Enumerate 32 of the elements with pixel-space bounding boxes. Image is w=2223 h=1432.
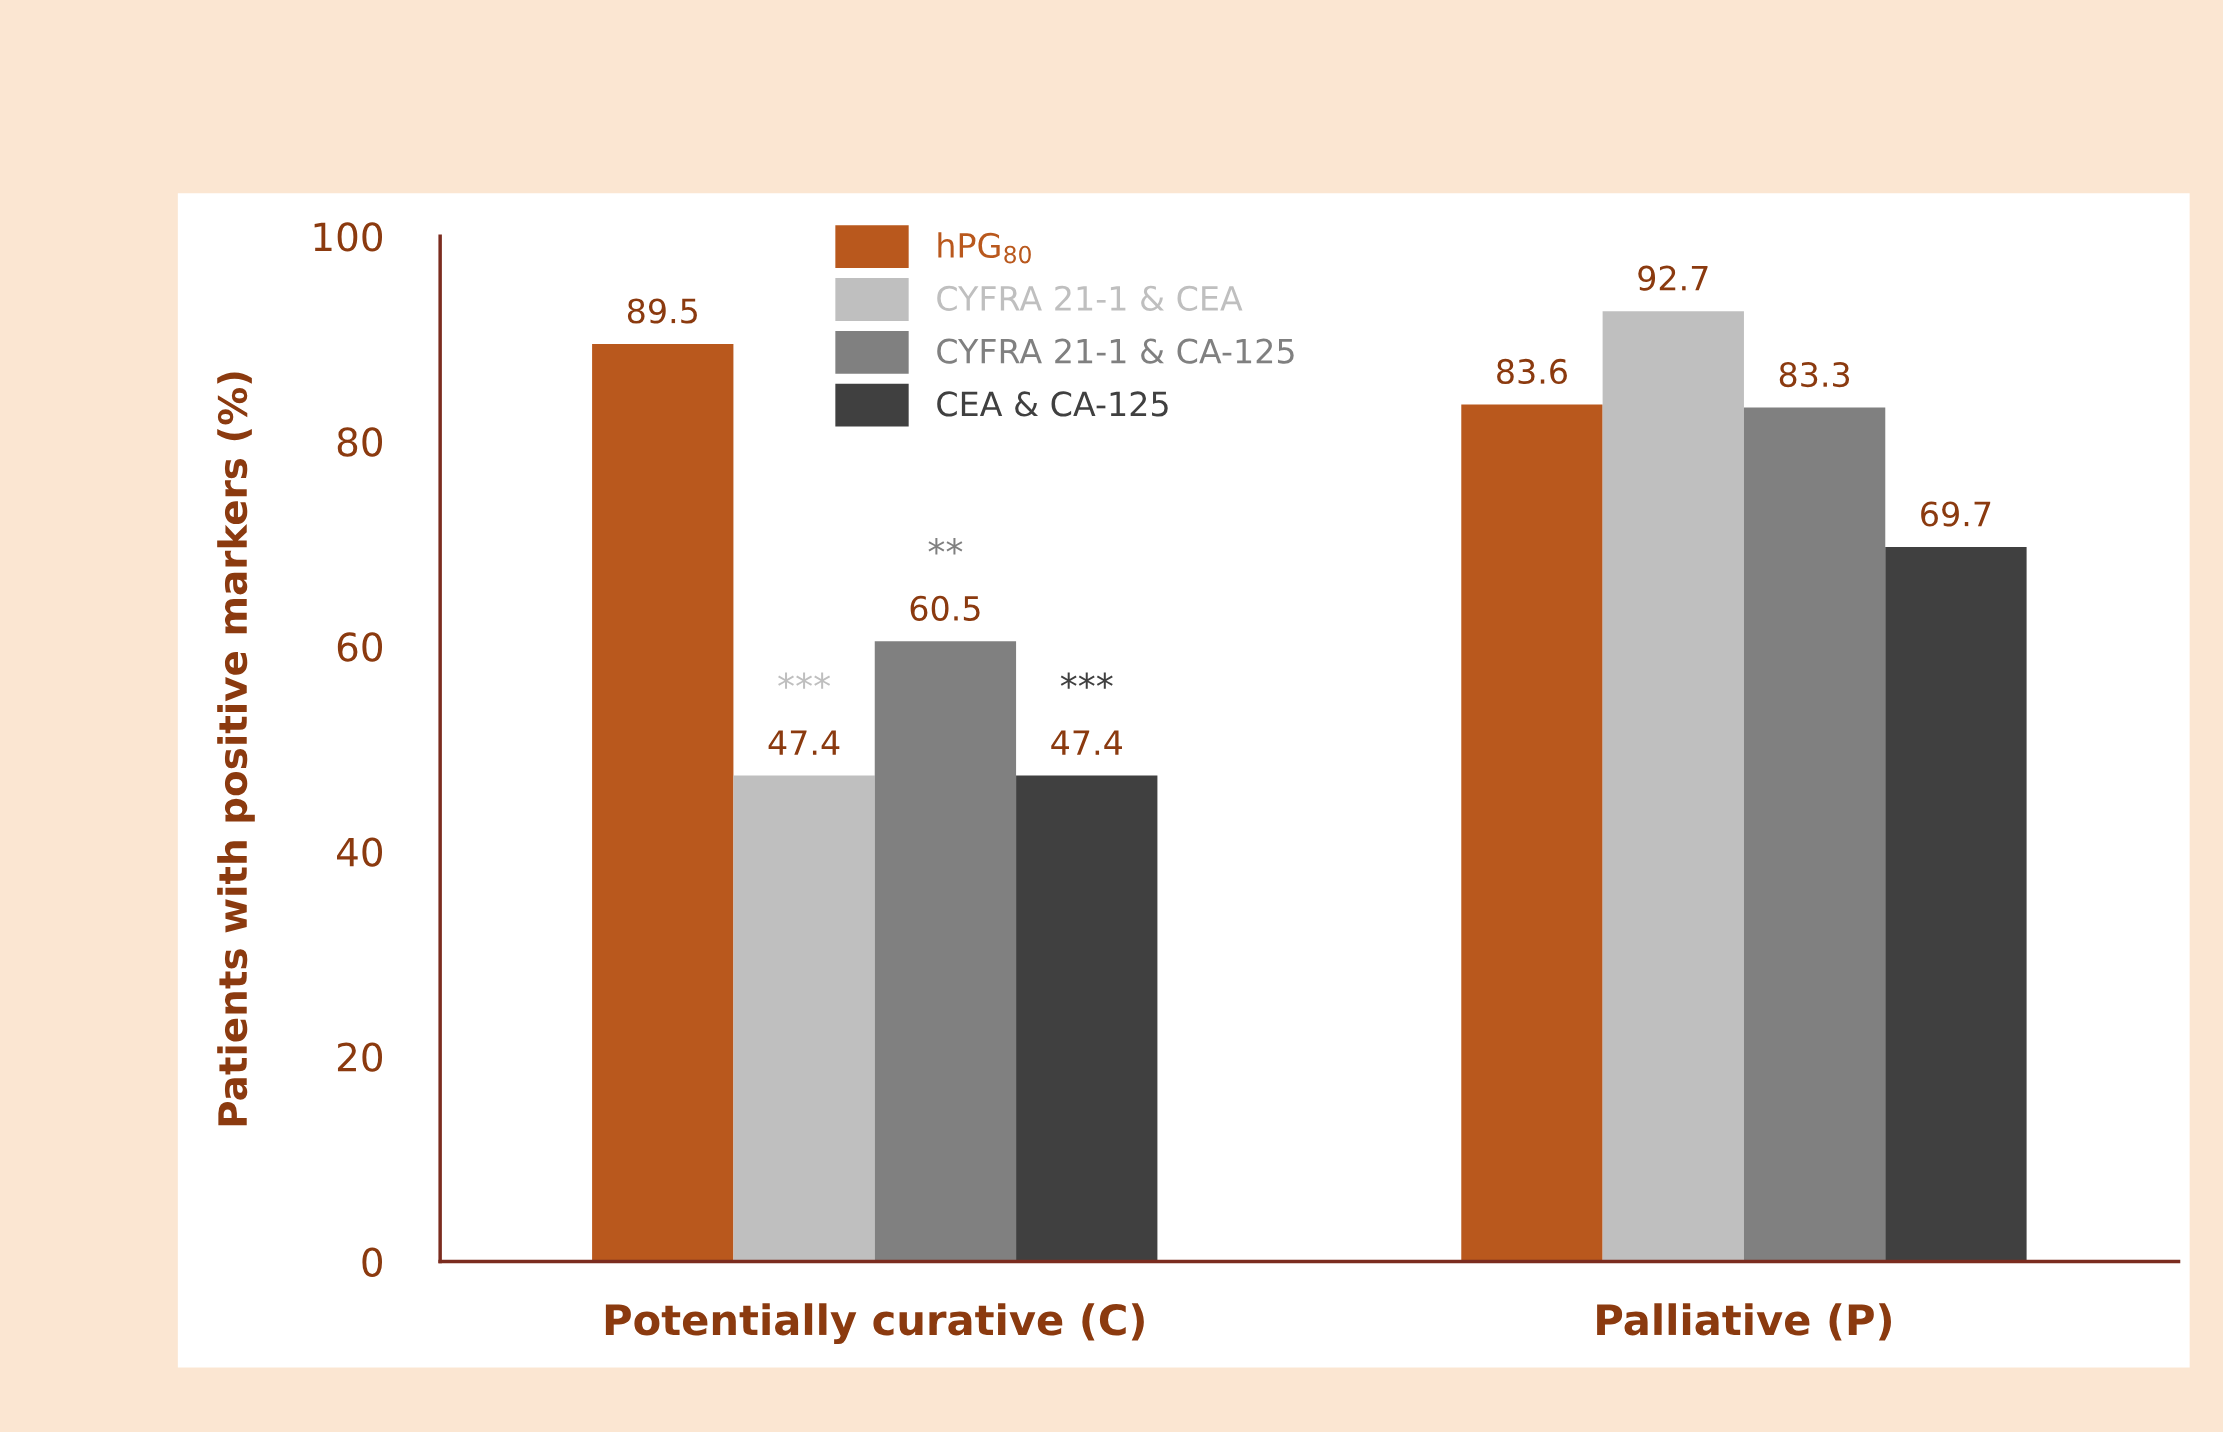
bar xyxy=(1743,407,1886,1262)
legend-label: CYFRA 21-1 & CA-125 xyxy=(937,338,1294,364)
legend-label: CEA & CA-125 xyxy=(937,391,1168,417)
data-label: 69.7 xyxy=(1921,501,1991,527)
bar xyxy=(1885,546,2027,1262)
data-label: 83.3 xyxy=(1779,361,1850,388)
bar xyxy=(592,343,734,1262)
y-tick-label: 20 xyxy=(337,1042,383,1072)
bar xyxy=(1461,404,1603,1262)
data-label: 83.6 xyxy=(1497,358,1567,385)
data-label: 60.5 xyxy=(910,595,980,621)
y-tick-label: 100 xyxy=(314,222,383,252)
annotation: *** xyxy=(1060,672,1113,689)
bar xyxy=(1016,775,1158,1262)
y-axis-title: Patients with positive markers (%) xyxy=(217,372,255,1126)
x-tick-label: Palliative (P) xyxy=(1597,1303,1891,1341)
bar xyxy=(733,775,875,1262)
y-tick-label: 0 xyxy=(362,1247,383,1277)
bar xyxy=(1602,311,1744,1262)
x-tick-label: Potentially curative (C) xyxy=(605,1303,1144,1344)
bar xyxy=(874,641,1017,1262)
y-tick-label: 40 xyxy=(337,837,383,867)
y-tick-label: 80 xyxy=(337,427,383,457)
data-label: 89.5 xyxy=(627,298,697,324)
annotation: ** xyxy=(928,538,963,555)
y-tick-label: 60 xyxy=(337,632,383,662)
legend-label: hPG$_{80}$ xyxy=(938,232,1031,264)
data-label: 47.4 xyxy=(1051,730,1122,755)
annotation: *** xyxy=(778,672,831,689)
data-label: 47.4 xyxy=(768,730,840,755)
data-label: 92.7 xyxy=(1638,265,1708,291)
legend-label: CYFRA 21-1 & CEA xyxy=(937,285,1243,311)
